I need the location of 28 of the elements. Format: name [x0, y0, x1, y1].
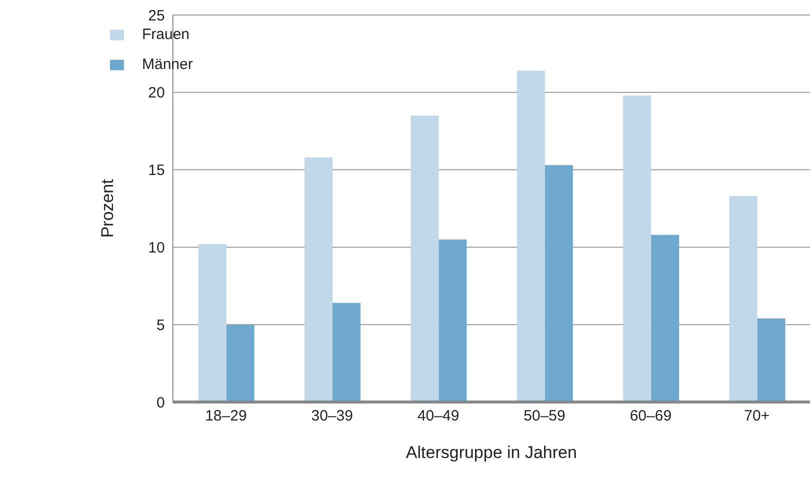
x-tick-label: 18–29: [205, 408, 247, 425]
bar: [304, 157, 333, 402]
y-tick-label: 0: [156, 394, 165, 412]
x-tick-label: 70+: [744, 408, 770, 425]
legend-label: Männer: [142, 56, 193, 73]
bar: [729, 196, 758, 402]
bar: [438, 239, 467, 402]
y-tick-label: 10: [148, 240, 165, 257]
bar: [757, 318, 786, 402]
y-axis-title: Prozent: [98, 178, 117, 238]
bar: [516, 70, 545, 402]
x-tick-label: 50–59: [524, 408, 566, 425]
y-tick-label: 15: [148, 162, 165, 180]
y-tick-label: 20: [148, 84, 165, 102]
x-tick-label: 30–39: [311, 408, 354, 425]
bar: [198, 244, 226, 402]
x-tick-label: 40–49: [417, 408, 460, 425]
legend-label: Frauen: [142, 26, 190, 43]
bar: [410, 116, 439, 402]
x-tick-label: 60–69: [630, 408, 672, 425]
x-axis-title: Altersgruppe in Jahren: [406, 443, 577, 462]
bar: [332, 302, 361, 402]
y-tick-label: 25: [148, 7, 165, 24]
bar: [651, 234, 680, 402]
bar: [226, 324, 254, 402]
bar: [544, 165, 573, 402]
y-tick-label: 5: [156, 316, 165, 334]
bar: [623, 95, 652, 402]
